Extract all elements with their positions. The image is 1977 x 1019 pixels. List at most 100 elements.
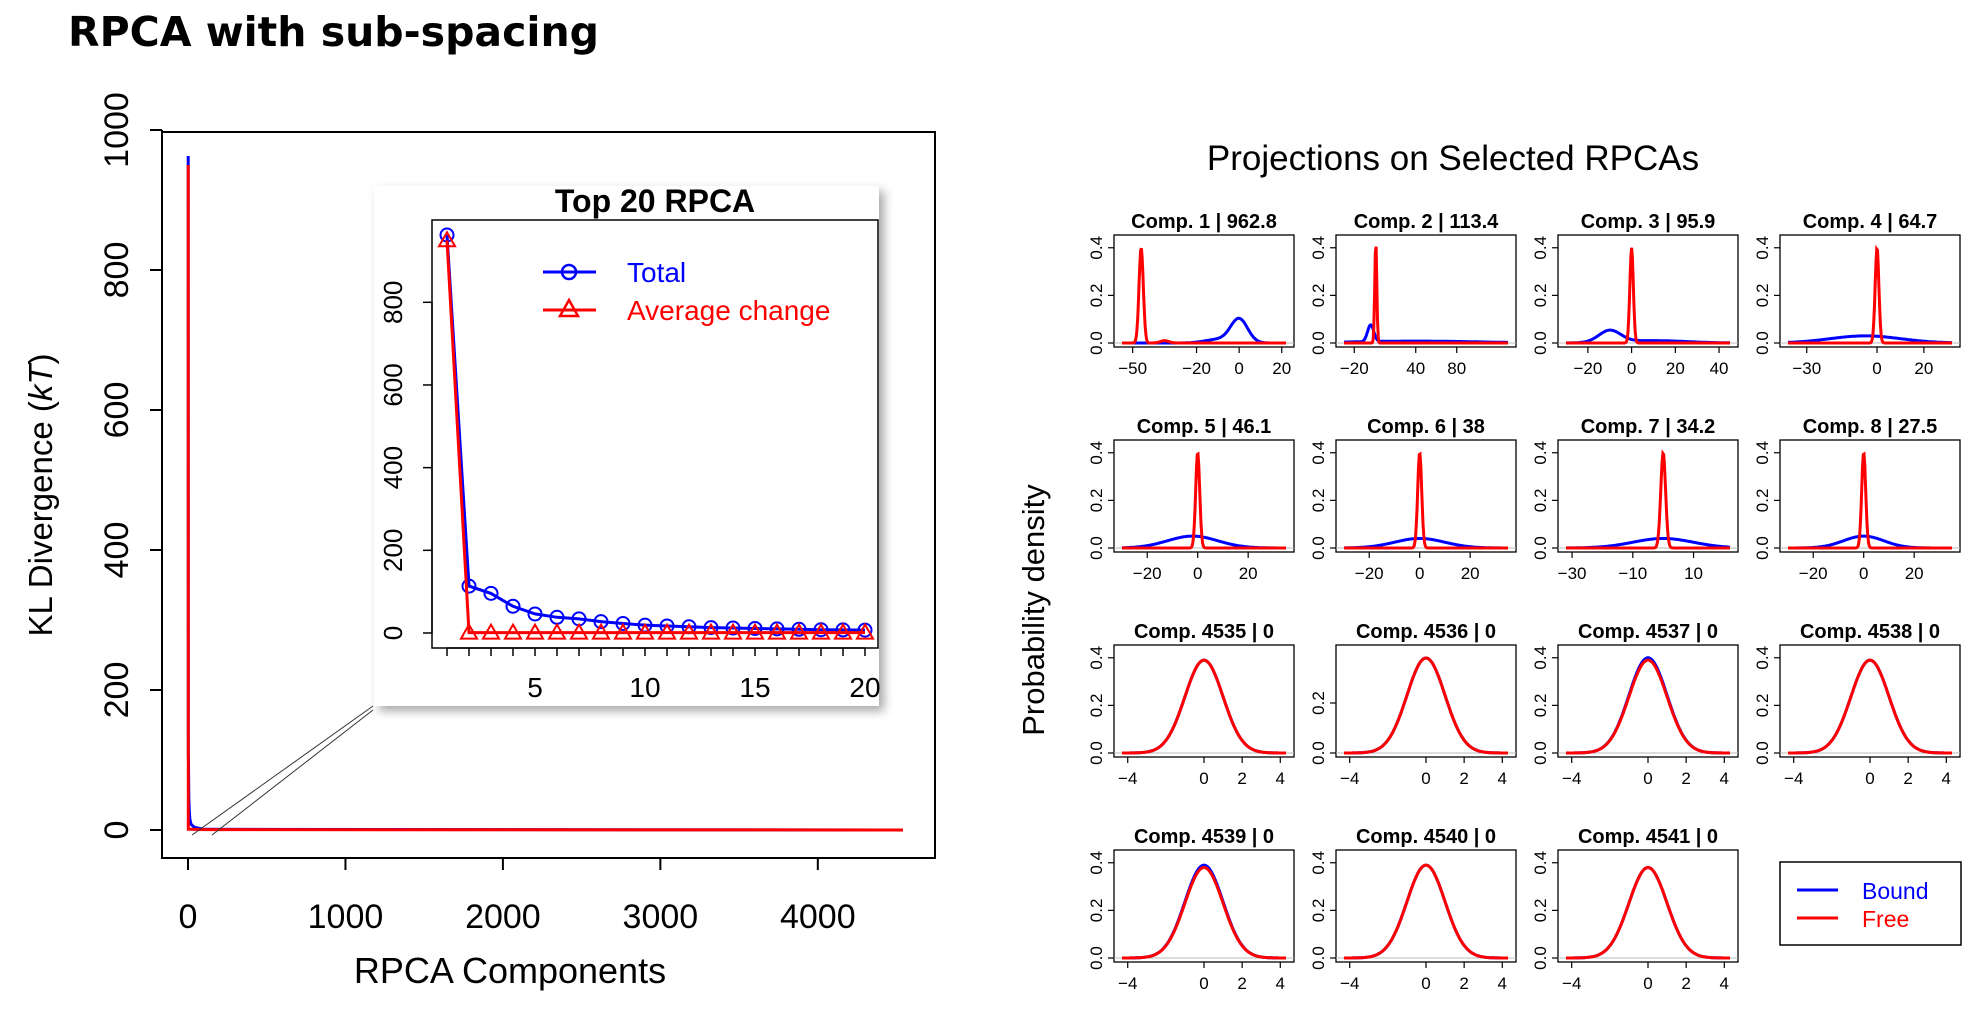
panel-x-tick-label: 40 <box>1710 359 1729 378</box>
panel-frame <box>1335 439 1517 553</box>
panel-x-tick-label: 2 <box>1903 769 1912 788</box>
bound-density-curve <box>1788 658 1952 755</box>
inset-x-tick-label: 15 <box>739 672 770 703</box>
free-density-curve <box>1122 451 1286 550</box>
density-panel: Comp. 4538 | 0 0.0 0.2 0.4 −4 0 2 4 <box>1753 621 1961 788</box>
main-y-tick-label: 400 <box>98 522 136 579</box>
panel-title: Comp. 4536 | 0 <box>1356 621 1496 643</box>
panel-frame <box>1113 644 1295 758</box>
panel-x-tick-label: −4 <box>1562 769 1581 788</box>
panel-y-tick-label: 0.2 <box>1753 694 1772 718</box>
panel-x-tick-label: −30 <box>1558 564 1587 583</box>
panel-y-tick-label: 0.2 <box>1309 691 1328 715</box>
inset-x-axis: 5 10 15 20 <box>446 647 881 703</box>
inset-average-point <box>503 622 523 640</box>
inset-average-point <box>745 622 765 640</box>
panel-x-tick-label: 4 <box>1720 769 1729 788</box>
panel-x-tick-label: −20 <box>1573 359 1602 378</box>
projections-figure: Projections on Selected RPCAs Probabilit… <box>1016 139 1962 993</box>
inset-y-tick-label: 200 <box>378 529 408 572</box>
inset-y-tick-label: 0 <box>378 626 408 640</box>
panel-y-tick-label: 0.4 <box>1531 851 1550 875</box>
panel-x-tick-label: 0 <box>1859 564 1868 583</box>
main-x-tick-label: 4000 <box>780 898 856 936</box>
main-y-tick-label: 0 <box>98 821 136 840</box>
panel-y-tick-label: 0.4 <box>1309 236 1328 260</box>
density-panel: Comp. 4 | 64.7 0.0 0.2 0.4 −30 0 20 <box>1753 211 1961 378</box>
legend-free-label: Free <box>1862 906 1909 932</box>
main-y-tick-label: 600 <box>98 382 136 439</box>
panel-y-tick-label: 0.0 <box>1309 741 1328 765</box>
panel-y-tick-label: 0.0 <box>1531 946 1550 970</box>
legend-average-marker <box>557 297 581 318</box>
legend-box <box>1779 861 1962 946</box>
inset-average-point <box>635 622 655 640</box>
inset-total-point <box>505 598 521 614</box>
panel-frame <box>1557 439 1739 553</box>
panel-y-tick-label: 0.2 <box>1087 899 1106 923</box>
panel-x-tick-label: −4 <box>1562 974 1581 993</box>
panel-x-tick-label: 4 <box>1498 974 1507 993</box>
panel-x-tick-label: −50 <box>1118 359 1147 378</box>
panel-x-tick-label: 2 <box>1237 974 1246 993</box>
panel-x-tick-label: −4 <box>1118 769 1137 788</box>
main-x-tick-label: 2000 <box>465 898 541 936</box>
main-y-tick-label: 200 <box>98 662 136 719</box>
zoom-connector-lines <box>191 705 374 836</box>
panel-y-tick-label: 0.2 <box>1309 899 1328 923</box>
panel-title: Comp. 6 | 38 <box>1367 416 1485 438</box>
panel-x-tick-label: 0 <box>1627 359 1636 378</box>
inset-x-tick-label: 5 <box>527 672 543 703</box>
bound-density-curve <box>1566 656 1730 755</box>
main-series-lines <box>186 155 904 832</box>
panel-x-tick-label: 4 <box>1720 974 1729 993</box>
main-y-axis-label: KL Divergence (kT) <box>22 353 59 636</box>
panel-y-tick-label: 0.0 <box>1309 946 1328 970</box>
panel-x-tick-label: −4 <box>1340 769 1359 788</box>
free-density-curve <box>1788 244 1952 345</box>
inset-y-tick-label: 400 <box>378 446 408 489</box>
free-density-curve <box>1566 449 1730 550</box>
inset-average-point <box>459 622 479 640</box>
free-density-curve <box>1344 863 1508 960</box>
inset-average-point <box>833 622 853 640</box>
panel-x-tick-label: 0 <box>1643 974 1652 993</box>
panel-x-tick-label: 0 <box>1421 769 1430 788</box>
inset-average-point <box>723 622 743 640</box>
panel-x-tick-label: 20 <box>1239 564 1258 583</box>
panel-x-tick-label: 40 <box>1406 359 1425 378</box>
panel-title: Comp. 4537 | 0 <box>1578 621 1718 643</box>
free-density-curve <box>1122 247 1286 345</box>
free-density-curve <box>1566 247 1730 345</box>
bound-density-curve <box>1122 658 1286 755</box>
panel-y-tick-label: 0.0 <box>1309 536 1328 560</box>
panel-x-tick-label: 4 <box>1276 974 1285 993</box>
main-y-tick-label: 800 <box>98 242 136 299</box>
inset-x-tick-label: 20 <box>849 672 880 703</box>
inset-average-point <box>679 622 699 640</box>
panel-frame <box>1779 234 1961 348</box>
free-density-curve <box>1566 865 1730 960</box>
main-y-tick-label: 1000 <box>98 92 136 168</box>
panel-y-tick-label: 0.2 <box>1087 694 1106 718</box>
panel-y-tick-label: 0.2 <box>1753 284 1772 308</box>
panel-y-tick-label: 0.4 <box>1087 851 1106 875</box>
panel-x-tick-label: 20 <box>1461 564 1480 583</box>
inset-legend: Total Average change <box>543 257 830 326</box>
panel-x-tick-label: 4 <box>1498 769 1507 788</box>
inset-average-point <box>613 622 633 640</box>
panel-x-tick-label: −10 <box>1618 564 1647 583</box>
panel-y-tick-label: 0.4 <box>1309 441 1328 465</box>
panel-frame <box>1113 234 1295 348</box>
panel-y-tick-label: 0.0 <box>1087 946 1106 970</box>
panel-x-tick-label: 0 <box>1872 359 1881 378</box>
panel-y-tick-label: 0.0 <box>1753 741 1772 765</box>
density-panel: Comp. 2 | 113.4 0.0 0.2 0.4 −20 40 80 <box>1309 211 1517 378</box>
panel-x-tick-label: −20 <box>1182 359 1211 378</box>
panel-x-tick-label: 20 <box>1666 359 1685 378</box>
projections-title: Projections on Selected RPCAs <box>1207 139 1699 178</box>
panel-y-tick-label: 0.0 <box>1753 536 1772 560</box>
panel-y-tick-label: 0.4 <box>1087 441 1106 465</box>
panel-x-tick-label: −4 <box>1340 974 1359 993</box>
panel-title: Comp. 4539 | 0 <box>1134 826 1274 848</box>
